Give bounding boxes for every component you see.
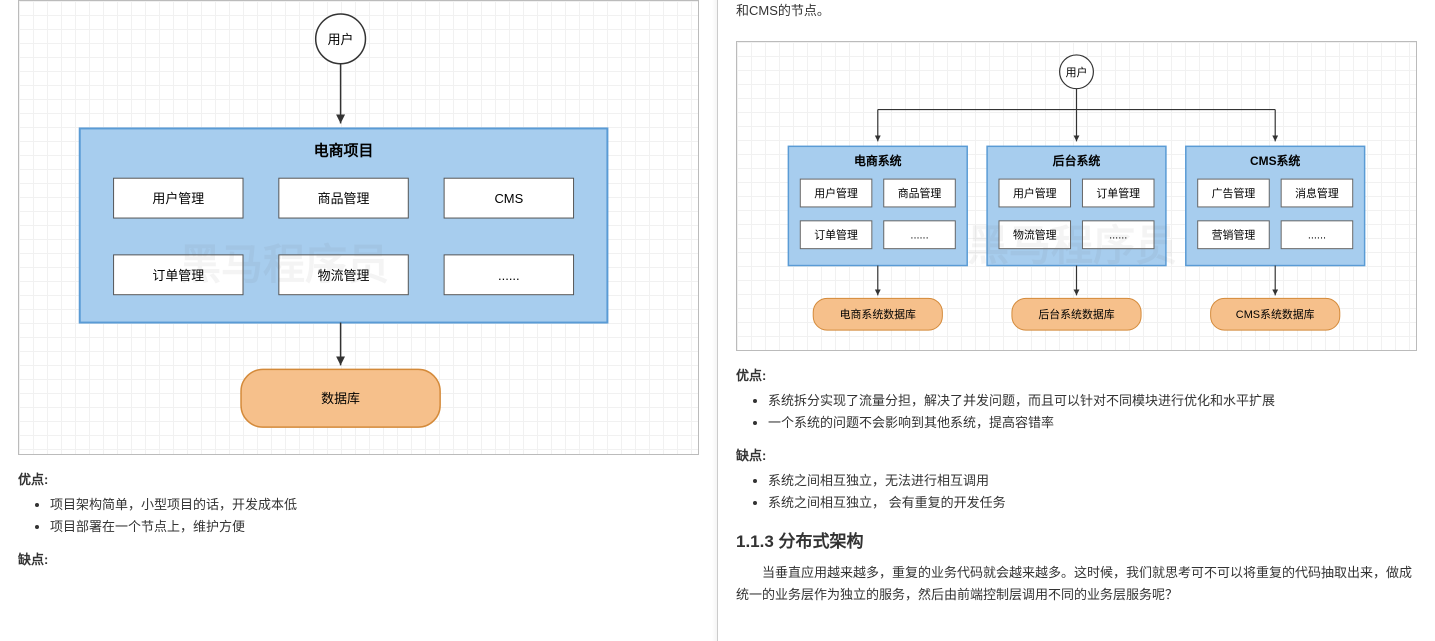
list-item: 项目部署在一个节点上，维护方便 (50, 516, 699, 535)
advantages-list: 项目架构简单，小型项目的话，开发成本低 项目部署在一个节点上，维护方便 (18, 494, 699, 535)
module-label: 商品管理 (318, 191, 370, 206)
module-label: ...... (910, 230, 928, 242)
module-label: ...... (498, 268, 520, 283)
db-label: CMS系统数据库 (1236, 307, 1315, 321)
systems-group: 电商系统用户管理商品管理订单管理......电商系统数据库后台系统用户管理订单管… (788, 146, 1364, 330)
module-label: ...... (1308, 230, 1326, 242)
advantages-label: 优点: (736, 365, 1417, 384)
continuation-text: 和CMS的节点。 (736, 0, 1417, 19)
section-paragraph: 当垂直应用越来越多，重复的业务代码就会越来越多。这时候，我们就思考可不可以将重复… (736, 562, 1417, 606)
module-label: 用户管理 (1013, 186, 1057, 200)
user-label: 用户 (328, 32, 354, 47)
disadvantages-label: 缺点: (736, 445, 1417, 464)
module-label: 商品管理 (898, 186, 942, 200)
module-row-2: 订单管理 物流管理 ...... (114, 255, 574, 295)
system-title: 后台系统 (1053, 154, 1101, 168)
module-label: 用户管理 (152, 191, 204, 206)
db-label: 电商系统数据库 (840, 307, 916, 321)
db-label: 后台系统数据库 (1038, 307, 1114, 321)
right-page: 和CMS的节点。 黑马程序员 用户 电商系统用户管理商品管理订单管理......… (718, 0, 1435, 641)
module-label: CMS (494, 191, 523, 206)
list-item: 系统之间相互独立， 会有重复的开发任务 (768, 492, 1417, 511)
container-title: 电商项目 (314, 141, 374, 159)
advantages-label: 优点: (18, 469, 699, 488)
module-label: 物流管理 (1013, 228, 1057, 242)
module-label: 物流管理 (318, 268, 370, 283)
left-page: 黑马程序员 用户 电商项目 用户管理 商品管理 CMS (0, 0, 718, 641)
system-title: 电商系统 (854, 154, 902, 168)
module-label: 广告管理 (1212, 186, 1256, 200)
monolith-diagram-svg: 用户 电商项目 用户管理 商品管理 CMS 订单管理 物流管理 (19, 1, 698, 454)
left-diagram-frame: 黑马程序员 用户 电商项目 用户管理 商品管理 CMS (18, 0, 699, 455)
list-item: 系统之间相互独立，无法进行相互调用 (768, 470, 1417, 489)
module-label: ...... (1109, 230, 1127, 242)
user-label: 用户 (1066, 65, 1088, 79)
module-label: 订单管理 (152, 268, 204, 283)
module-label: 消息管理 (1295, 186, 1339, 200)
section-heading: 1.1.3 分布式架构 (736, 527, 1417, 552)
advantages-list: 系统拆分实现了流量分担，解决了并发问题，而且可以针对不同模块进行优化和水平扩展 … (736, 390, 1417, 431)
db-label: 数据库 (321, 391, 360, 406)
module-label: 订单管理 (1096, 186, 1140, 200)
right-diagram-frame: 黑马程序员 用户 电商系统用户管理商品管理订单管理......电商系统数据库后台… (736, 41, 1417, 351)
vertical-arch-diagram-svg: 用户 电商系统用户管理商品管理订单管理......电商系统数据库后台系统用户管理… (737, 42, 1416, 350)
disadvantages-label: 缺点: (18, 549, 699, 568)
system-title: CMS系统 (1250, 154, 1300, 168)
list-item: 一个系统的问题不会影响到其他系统，提高容错率 (768, 412, 1417, 431)
disadvantages-list: 系统之间相互独立，无法进行相互调用 系统之间相互独立， 会有重复的开发任务 (736, 470, 1417, 511)
module-label: 营销管理 (1212, 228, 1256, 242)
module-label: 订单管理 (814, 228, 858, 242)
list-item: 项目架构简单，小型项目的话，开发成本低 (50, 494, 699, 513)
module-label: 用户管理 (814, 186, 858, 200)
module-row-1: 用户管理 商品管理 CMS (114, 178, 574, 218)
list-item: 系统拆分实现了流量分担，解决了并发问题，而且可以针对不同模块进行优化和水平扩展 (768, 390, 1417, 409)
